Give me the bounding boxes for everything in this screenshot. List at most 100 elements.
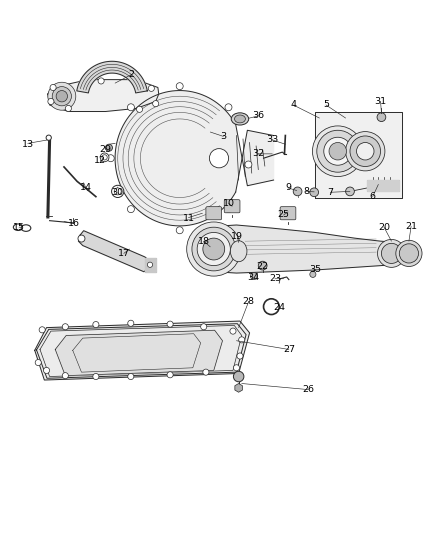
Text: 6: 6	[370, 192, 376, 201]
Circle shape	[233, 365, 240, 371]
Polygon shape	[48, 79, 159, 111]
Text: 13: 13	[22, 140, 34, 149]
Circle shape	[396, 240, 422, 266]
Text: 26: 26	[303, 385, 314, 394]
Circle shape	[245, 161, 252, 168]
Text: 32: 32	[252, 149, 265, 158]
Polygon shape	[367, 180, 399, 191]
Circle shape	[239, 337, 245, 343]
Circle shape	[78, 235, 85, 242]
Polygon shape	[315, 111, 403, 198]
Text: 27: 27	[283, 345, 295, 354]
Circle shape	[148, 85, 154, 92]
Circle shape	[112, 185, 124, 198]
Text: 15: 15	[13, 223, 25, 232]
Text: 23: 23	[269, 274, 281, 283]
FancyBboxPatch shape	[206, 207, 222, 220]
Circle shape	[399, 244, 419, 263]
Text: 25: 25	[278, 211, 290, 220]
Text: 36: 36	[252, 111, 265, 120]
Circle shape	[381, 244, 402, 263]
Circle shape	[46, 135, 51, 140]
Text: 2: 2	[129, 70, 134, 79]
Circle shape	[317, 130, 359, 172]
Polygon shape	[215, 225, 398, 273]
Circle shape	[98, 78, 104, 84]
Text: 22: 22	[257, 262, 268, 271]
Polygon shape	[35, 321, 250, 380]
Circle shape	[346, 132, 385, 171]
Text: 21: 21	[405, 222, 417, 231]
Circle shape	[48, 82, 76, 110]
Circle shape	[176, 227, 183, 234]
Circle shape	[39, 327, 45, 333]
Polygon shape	[115, 91, 274, 226]
Circle shape	[48, 99, 54, 104]
Text: 18: 18	[198, 237, 210, 246]
Circle shape	[102, 155, 107, 160]
Circle shape	[203, 238, 225, 260]
Text: 35: 35	[309, 265, 321, 274]
Polygon shape	[78, 231, 151, 272]
Circle shape	[378, 239, 406, 268]
Text: 28: 28	[243, 297, 254, 306]
Circle shape	[35, 359, 41, 366]
Circle shape	[62, 373, 68, 379]
Text: 10: 10	[223, 199, 235, 208]
Text: 12: 12	[94, 156, 106, 165]
Polygon shape	[55, 330, 223, 376]
Text: 5: 5	[323, 100, 329, 109]
Circle shape	[152, 101, 159, 107]
Circle shape	[237, 353, 243, 359]
FancyBboxPatch shape	[280, 207, 296, 220]
Text: 9: 9	[285, 183, 291, 192]
Text: 8: 8	[304, 187, 309, 196]
Circle shape	[357, 142, 374, 160]
Text: 11: 11	[183, 214, 194, 223]
Circle shape	[225, 104, 232, 111]
Text: 24: 24	[273, 303, 285, 312]
Circle shape	[197, 232, 230, 265]
Circle shape	[106, 144, 113, 151]
Text: 17: 17	[118, 249, 130, 258]
FancyBboxPatch shape	[224, 200, 240, 213]
Circle shape	[293, 187, 302, 196]
Circle shape	[107, 155, 114, 161]
Circle shape	[225, 206, 232, 213]
Circle shape	[251, 272, 258, 280]
Circle shape	[209, 149, 229, 168]
Circle shape	[127, 206, 134, 213]
Circle shape	[114, 188, 121, 195]
Circle shape	[258, 261, 267, 270]
Circle shape	[264, 299, 279, 314]
Text: 20: 20	[378, 223, 390, 232]
Circle shape	[167, 372, 173, 378]
Circle shape	[56, 91, 67, 102]
Circle shape	[203, 369, 209, 375]
Circle shape	[310, 188, 318, 197]
Text: 34: 34	[247, 273, 259, 282]
Text: 4: 4	[290, 100, 296, 109]
Circle shape	[128, 320, 134, 326]
Circle shape	[346, 187, 354, 196]
Circle shape	[43, 367, 49, 374]
Text: 30: 30	[112, 188, 124, 197]
Polygon shape	[77, 61, 147, 93]
Polygon shape	[145, 258, 155, 272]
Circle shape	[93, 321, 99, 328]
Circle shape	[100, 153, 109, 161]
Circle shape	[176, 83, 183, 90]
Circle shape	[50, 84, 56, 91]
Circle shape	[137, 106, 143, 112]
Text: 3: 3	[220, 132, 226, 141]
Circle shape	[128, 374, 134, 379]
Ellipse shape	[21, 225, 31, 231]
Circle shape	[62, 324, 68, 330]
Text: 29: 29	[99, 145, 112, 154]
Text: 14: 14	[80, 183, 92, 192]
Circle shape	[93, 374, 99, 379]
Circle shape	[310, 271, 316, 277]
Text: 7: 7	[327, 188, 333, 197]
Circle shape	[187, 222, 241, 276]
Circle shape	[230, 328, 236, 334]
